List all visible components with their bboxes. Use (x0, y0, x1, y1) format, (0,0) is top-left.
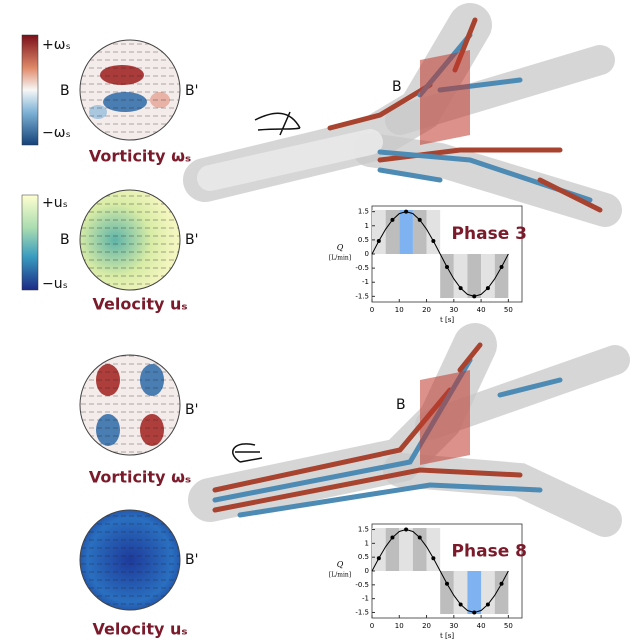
x-tick-label: 20 (422, 622, 431, 630)
phase-point (390, 536, 394, 540)
phase-band (481, 254, 495, 298)
phase-chart: -1.5 -1 -0.5 0 0.5 1 1.5 0 10 20 30 40 50 Q [L/min] t [… (329, 206, 527, 324)
phase-band (481, 571, 495, 614)
x-axis-label: t [s] (440, 316, 454, 324)
vorticity-disk (80, 40, 180, 140)
phase-chart: -1.5 -1 -0.5 0 0.5 1 1.5 0 10 20 30 40 50 Q [L/min] t [… (329, 524, 527, 640)
colorbar-min: −uₛ (42, 276, 68, 292)
label-b: B (60, 83, 70, 99)
y-axis-label: Q (337, 243, 344, 252)
phase-point (390, 218, 394, 222)
phase-point (472, 610, 476, 614)
y-tick-label: 0 (365, 567, 369, 575)
y-tick-label: 0.5 (358, 553, 369, 561)
y-tick-label: -0.5 (355, 264, 369, 272)
label-b-prime: B' (185, 552, 198, 568)
phase-band (467, 254, 481, 298)
highlight-band (399, 210, 413, 254)
figure: +ωₛ −ωₛ B B' Vorticity ωₛ +uₛ −uₛ B B' V… (0, 0, 639, 644)
label-b-prime: B' (185, 83, 198, 99)
x-tick-label: 40 (477, 622, 486, 630)
y-axis-unit: [L/min] (329, 572, 351, 579)
panel-title: Velocity uₛ (93, 295, 188, 314)
phase-point (500, 265, 504, 269)
highlight-band (467, 571, 481, 614)
phase-point (486, 286, 490, 290)
y-tick-label: 0 (365, 250, 369, 258)
phase-point (418, 218, 422, 222)
label-b-prime: B' (185, 232, 198, 248)
vessel (210, 345, 615, 520)
y-tick-label: 1 (365, 222, 369, 230)
chart-title: Phase 3 (452, 224, 527, 244)
panel-title: Vorticity ωₛ (89, 147, 191, 166)
velocity-disk (80, 190, 180, 290)
y-tick-label: -1.5 (355, 292, 369, 300)
colorbar-max: +ωₛ (42, 37, 71, 53)
label-b-prime: B' (185, 402, 198, 418)
label-b: B (60, 232, 70, 248)
phase-point (486, 602, 490, 606)
vessel (205, 20, 605, 210)
phase-point (404, 528, 408, 532)
colorbar (22, 35, 38, 145)
plane-label: B (396, 397, 406, 413)
y-tick-label: 1.5 (358, 208, 369, 216)
y-axis-unit: [L/min] (329, 255, 351, 262)
x-axis-label: t [s] (440, 632, 454, 640)
phase-point (377, 556, 381, 560)
phase-band (386, 210, 400, 254)
plane-label: B (392, 79, 402, 95)
panel-title: Velocity uₛ (93, 620, 188, 639)
x-tick-label: 50 (504, 622, 513, 630)
panel-title: Vorticity ωₛ (89, 468, 191, 487)
phase-point (459, 602, 463, 606)
y-tick-label: -0.5 (355, 581, 369, 589)
x-tick-label: 30 (449, 622, 458, 630)
phase-band (413, 210, 427, 254)
colorbar-min: −ωₛ (42, 125, 71, 141)
y-tick-label: -1 (362, 278, 369, 286)
phase-point (500, 582, 504, 586)
y-tick-label: -1.5 (355, 608, 369, 616)
x-tick-label: 0 (370, 306, 374, 314)
y-tick-label: 1 (365, 539, 369, 547)
phase-point (445, 582, 449, 586)
y-axis-label: Q (337, 560, 344, 569)
phase-band (386, 528, 400, 571)
bottom-panel: B' Vorticity ωₛ B' Velocity uₛ B (80, 345, 615, 639)
chart-title: Phase 8 (452, 542, 527, 562)
phase-point (472, 294, 476, 298)
phase-point (459, 286, 463, 290)
phase-point (445, 265, 449, 269)
y-tick-label: 0.5 (358, 236, 369, 244)
phase-point (404, 210, 408, 214)
vorticity-disk (80, 355, 180, 455)
x-tick-label: 10 (395, 306, 404, 314)
velocity-disk (80, 510, 180, 610)
phase-band (454, 571, 468, 614)
x-tick-label: 40 (477, 306, 486, 314)
colorbar (22, 195, 38, 290)
colorbar-max: +uₛ (42, 195, 68, 211)
y-tick-label: -1 (362, 595, 369, 603)
phase-point (431, 556, 435, 560)
phase-band (413, 528, 427, 571)
phase-point (431, 239, 435, 243)
x-tick-label: 0 (370, 622, 374, 630)
phase-point (377, 239, 381, 243)
phase-band (454, 254, 468, 298)
x-tick-label: 20 (422, 306, 431, 314)
x-tick-label: 10 (395, 622, 404, 630)
phase-band (399, 528, 413, 571)
x-tick-label: 30 (449, 306, 458, 314)
x-tick-label: 50 (504, 306, 513, 314)
phase-point (418, 536, 422, 540)
y-tick-label: 1.5 (358, 526, 369, 534)
